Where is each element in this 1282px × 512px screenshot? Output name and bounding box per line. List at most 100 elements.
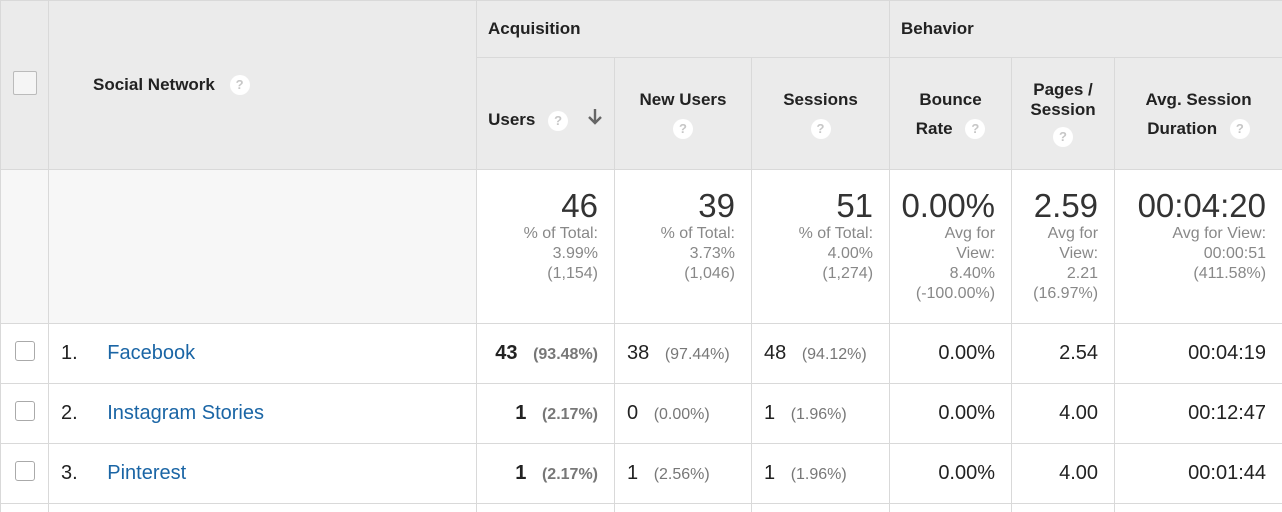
column-label-users: Users [488,110,535,129]
row-new-users-value: 1 [627,462,638,484]
totals-users-value: 46 [477,188,598,224]
totals-avg-duration-avg: 00:00:51 [1115,244,1266,264]
totals-pages-session-caption-2: View: [1012,244,1098,264]
row-new-users-pct: (2.56%) [654,466,710,483]
row-sessions-value: 48 [764,342,786,364]
totals-pages-session-avg: 2.21 [1012,264,1098,284]
sort-descending-arrow-icon[interactable] [587,107,603,136]
partial-cell [477,504,615,512]
table-row: 1. Facebook 43 (93.48%) 38 (97.44%) 48 (… [1,324,1282,384]
row-users-value: 43 [495,342,517,364]
row-index: 2. [61,402,78,424]
partial-cell [1012,504,1115,512]
totals-pages-session-caption: Avg for [1012,224,1098,244]
column-label-pages-session: Pages / [1012,80,1114,100]
select-all-cell [1,1,49,170]
group-header-behavior: Behavior [890,1,1282,58]
column-header-pages-session[interactable]: Pages / Session ? [1012,58,1115,170]
row-new-users: 38 (97.44%) [615,324,752,384]
social-network-link[interactable]: Pinterest [107,462,186,484]
totals-new-users-caption: % of Total: [615,224,735,244]
column-label-avg-duration-2: Duration [1147,119,1217,138]
select-all-checkbox[interactable] [13,71,37,95]
totals-pages-session: 2.59 Avg for View: 2.21 (16.97%) [1012,170,1115,324]
row-users-value: 1 [515,402,526,424]
row-checkbox[interactable] [15,401,35,421]
row-checkbox[interactable] [15,461,35,481]
dimension-header[interactable]: Social Network ? [49,1,477,170]
row-new-users-pct: (0.00%) [654,406,710,423]
row-new-users-pct: (97.44%) [665,346,730,363]
totals-bounce-rate-avg: 8.40% [890,264,995,284]
row-bounce-rate: 0.00% [890,444,1012,504]
column-label-pages-session-2: Session [1012,100,1114,120]
row-new-users: 0 (0.00%) [615,384,752,444]
partial-cell [49,504,477,512]
help-icon[interactable]: ? [965,119,985,139]
totals-row: 46 % of Total: 3.99% (1,154) 39 % of Tot… [1,170,1282,324]
totals-users-caption: % of Total: [477,224,598,244]
row-avg-duration: 00:12:47 [1115,384,1282,444]
totals-empty-cell [1,170,49,324]
totals-dimension-cell [49,170,477,324]
partial-cell [615,504,752,512]
totals-bounce-rate-diff: (-100.00%) [890,284,995,304]
help-icon[interactable]: ? [811,119,831,139]
totals-sessions-pct: 4.00% [752,244,873,264]
help-icon[interactable]: ? [548,111,568,131]
row-pages-session: 4.00 [1012,444,1115,504]
row-sessions-pct: (94.12%) [802,346,867,363]
row-new-users-value: 0 [627,402,638,424]
row-users: 1 (2.17%) [477,444,615,504]
help-icon[interactable]: ? [673,119,693,139]
row-users-value: 1 [515,462,526,484]
column-header-bounce-rate[interactable]: Bounce Rate ? [890,58,1012,170]
row-checkbox[interactable] [15,341,35,361]
help-icon[interactable]: ? [1053,127,1073,147]
totals-bounce-rate-caption-2: View: [890,244,995,264]
row-sessions-pct: (1.96%) [791,466,847,483]
column-label-bounce-rate: Bounce [890,85,1011,114]
row-bounce-rate: 0.00% [890,324,1012,384]
social-network-link[interactable]: Instagram Stories [107,402,264,424]
help-icon[interactable]: ? [1230,119,1250,139]
row-index: 1. [61,342,78,364]
report-table-container: Social Network ? Acquisition Behavior Us… [0,0,1282,498]
column-header-new-users[interactable]: New Users ? [615,58,752,170]
totals-avg-duration-value: 00:04:20 [1115,188,1266,224]
totals-bounce-rate-value: 0.00% [890,188,995,224]
partial-cell [752,504,890,512]
totals-avg-duration-caption: Avg for View: [1115,224,1266,244]
totals-pages-session-diff: (16.97%) [1012,284,1098,304]
totals-avg-duration: 00:04:20 Avg for View: 00:00:51 (411.58%… [1115,170,1282,324]
column-header-avg-session-duration[interactable]: Avg. Session Duration ? [1115,58,1282,170]
table-row-partial [1,504,1282,512]
column-header-users[interactable]: Users ? [477,58,615,170]
row-dimension-cell: 2. Instagram Stories [49,384,477,444]
row-dimension-cell: 3. Pinterest [49,444,477,504]
partial-cell [1115,504,1282,512]
totals-sessions-caption: % of Total: [752,224,873,244]
row-new-users-value: 38 [627,342,649,364]
row-users-pct: (93.48%) [533,346,598,363]
row-sessions-value: 1 [764,402,775,424]
column-header-sessions[interactable]: Sessions ? [752,58,890,170]
totals-avg-duration-diff: (411.58%) [1115,264,1266,284]
totals-new-users-pct: 3.73% [615,244,735,264]
group-header-acquisition: Acquisition [477,1,890,58]
row-index: 3. [61,462,78,484]
totals-pages-session-value: 2.59 [1012,188,1098,224]
row-users-pct: (2.17%) [542,406,598,423]
partial-cell [890,504,1012,512]
table-row: 3. Pinterest 1 (2.17%) 1 (2.56%) 1 (1.96… [1,444,1282,504]
totals-new-users-value: 39 [615,188,735,224]
help-icon[interactable]: ? [230,75,250,95]
row-sessions: 1 (1.96%) [752,444,890,504]
dimension-header-label: Social Network [93,75,215,94]
totals-new-users-total: (1,046) [615,264,735,284]
social-network-link[interactable]: Facebook [107,342,195,364]
totals-users-total: (1,154) [477,264,598,284]
row-pages-session: 4.00 [1012,384,1115,444]
row-avg-duration: 00:04:19 [1115,324,1282,384]
